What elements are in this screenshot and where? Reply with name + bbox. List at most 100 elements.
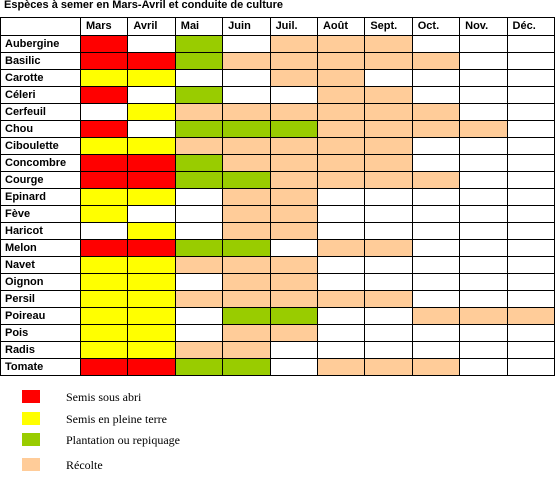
harvest-cell — [223, 223, 270, 239]
indoor-sowing-cell — [81, 240, 128, 256]
harvest-cell — [223, 189, 270, 205]
empty-cell — [460, 274, 507, 290]
species-label: Melon — [1, 240, 80, 256]
harvest-cell — [412, 104, 460, 120]
empty-cell — [507, 223, 554, 239]
empty-cell — [507, 172, 554, 188]
indoor-sowing-cell — [128, 53, 175, 69]
species-label: Cerfeuil — [1, 104, 80, 120]
empty-cell — [365, 257, 412, 273]
empty-cell — [317, 325, 365, 341]
harvest-cell — [365, 104, 412, 120]
empty-cell — [412, 223, 460, 239]
planting-cell — [175, 87, 223, 103]
outdoor-sowing-cell — [128, 342, 175, 358]
outdoor-sowing-cell — [128, 70, 175, 86]
harvest-cell — [317, 291, 365, 307]
harvest-cell — [460, 121, 507, 137]
empty-cell — [507, 70, 554, 86]
harvest-cell — [365, 53, 412, 69]
month-header: Déc. — [507, 18, 554, 35]
empty-cell — [270, 240, 317, 256]
outdoor-sowing-cell — [81, 189, 128, 205]
harvest-cell — [412, 308, 460, 324]
outdoor-sowing-cell — [128, 257, 175, 273]
empty-cell — [128, 87, 175, 103]
planting-cell — [175, 36, 223, 52]
planting-cell — [270, 308, 317, 324]
empty-cell — [507, 274, 554, 290]
month-header: Août — [317, 18, 365, 35]
outdoor-sowing-cell — [81, 308, 128, 324]
empty-cell — [317, 223, 365, 239]
empty-cell — [365, 70, 412, 86]
harvest-cell — [223, 291, 270, 307]
harvest-cell — [317, 53, 365, 69]
month-header: Sept. — [365, 18, 412, 35]
empty-cell — [507, 359, 554, 375]
indoor-sowing-cell — [128, 359, 175, 375]
empty-cell — [365, 223, 412, 239]
empty-cell — [365, 206, 412, 222]
empty-cell — [507, 342, 554, 358]
harvest-cell — [175, 291, 223, 307]
species-label: Aubergine — [1, 36, 80, 52]
empty-cell — [507, 325, 554, 341]
outdoor-sowing-cell — [81, 138, 128, 154]
empty-cell — [412, 87, 460, 103]
empty-cell — [317, 274, 365, 290]
empty-cell — [412, 70, 460, 86]
legend-swatch-harvest — [22, 458, 40, 471]
species-label: Persil — [1, 291, 80, 307]
indoor-sowing-cell — [81, 121, 128, 137]
outdoor-sowing-cell — [128, 189, 175, 205]
planting-cell — [223, 172, 270, 188]
harvest-cell — [223, 155, 270, 171]
harvest-cell — [270, 189, 317, 205]
harvest-cell — [317, 155, 365, 171]
harvest-cell — [270, 53, 317, 69]
harvest-cell — [270, 138, 317, 154]
outdoor-sowing-cell — [81, 70, 128, 86]
empty-cell — [507, 240, 554, 256]
species-label: Chou — [1, 121, 80, 137]
empty-cell — [460, 359, 507, 375]
harvest-cell — [365, 172, 412, 188]
table-corner-cell — [1, 18, 80, 35]
harvest-cell — [175, 342, 223, 358]
legend-label: Récolte — [66, 458, 103, 472]
outdoor-sowing-cell — [81, 206, 128, 222]
indoor-sowing-cell — [128, 240, 175, 256]
outdoor-sowing-cell — [81, 342, 128, 358]
harvest-cell — [317, 172, 365, 188]
empty-cell — [412, 291, 460, 307]
empty-cell — [507, 121, 554, 137]
harvest-cell — [270, 70, 317, 86]
harvest-cell — [223, 274, 270, 290]
empty-cell — [412, 36, 460, 52]
outdoor-sowing-cell — [81, 274, 128, 290]
outdoor-sowing-cell — [128, 104, 175, 120]
empty-cell — [460, 53, 507, 69]
empty-cell — [317, 206, 365, 222]
harvest-cell — [460, 308, 507, 324]
harvest-cell — [317, 240, 365, 256]
planting-cell — [175, 53, 223, 69]
harvest-cell — [365, 291, 412, 307]
legend-swatch-outdoor-sowing — [22, 412, 40, 425]
month-header: Nov. — [460, 18, 507, 35]
empty-cell — [175, 189, 223, 205]
harvest-cell — [270, 274, 317, 290]
outdoor-sowing-cell — [128, 138, 175, 154]
planting-cell — [223, 121, 270, 137]
harvest-cell — [317, 121, 365, 137]
harvest-cell — [365, 36, 412, 52]
species-label: Concombre — [1, 155, 80, 171]
empty-cell — [507, 36, 554, 52]
species-label: Ciboulette — [1, 138, 80, 154]
empty-cell — [460, 36, 507, 52]
empty-cell — [412, 325, 460, 341]
empty-cell — [270, 359, 317, 375]
species-label: Epinard — [1, 189, 80, 205]
empty-cell — [412, 138, 460, 154]
